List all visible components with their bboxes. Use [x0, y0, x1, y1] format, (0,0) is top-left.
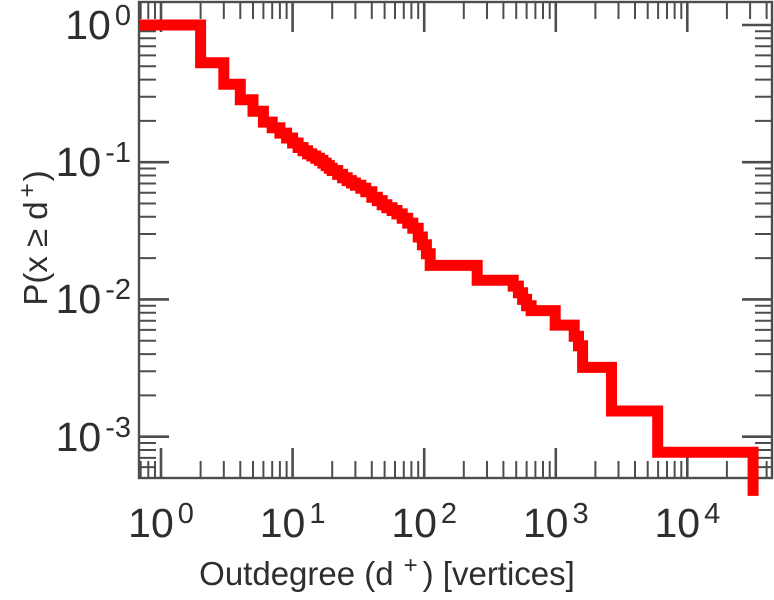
y-tick-label-10e-2: 10 -2 [55, 274, 131, 323]
x-axis-title-text: Outdegree (d [199, 555, 394, 592]
x-axis-title-superscript: + [403, 552, 418, 579]
y-tick-label-10e-1: 10 -1 [55, 137, 131, 186]
x-tick-label-10e1: 10 1 [259, 498, 326, 546]
x-tick-label-10e2: 10 2 [391, 498, 458, 546]
x-axis-title: Outdegree (d +) [vertices] [0, 552, 774, 600]
x-axis-title-suffix: ) [vertices] [422, 555, 575, 592]
ccdf-step-curve [139, 19, 759, 496]
x-tick-label-10e0: 10 0 [128, 498, 194, 546]
y-tick-label-10e-3: 10 -3 [55, 411, 131, 460]
x-tick-label-10e4: 10 4 [654, 498, 721, 546]
x-tick-label-10e3: 10 3 [522, 498, 589, 546]
y-tick-label-10e0: 10 0 [65, 0, 131, 48]
plot-frame [137, 0, 774, 480]
y-axis-title: P(x ≥ d+) [14, 38, 58, 438]
